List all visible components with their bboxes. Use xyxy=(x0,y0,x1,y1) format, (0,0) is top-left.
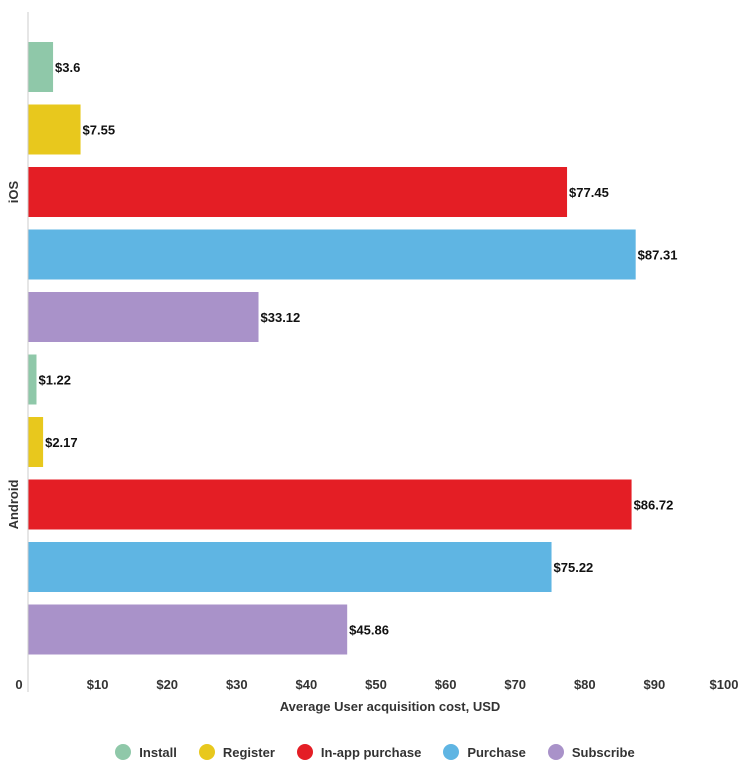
bar-android-register xyxy=(28,417,44,467)
bar-android-in-app-purchase xyxy=(28,479,632,530)
chart-legend: Install Register In-app purchase Purchase Su… xyxy=(0,740,750,764)
legend-label: Install xyxy=(139,744,177,760)
x-tick-label: $40 xyxy=(296,677,318,692)
value-labels-layer: $3.6 $7.55 $77.45 $87.31 $33.12 $1.22 $2.17 $86… xyxy=(38,60,677,638)
data-label: $2.17 xyxy=(45,435,78,450)
data-label: $75.22 xyxy=(554,560,594,575)
x-tick-label: $80 xyxy=(574,677,596,692)
data-label: $3.6 xyxy=(55,60,80,75)
legend-item-subscribe[interactable]: Subscribe xyxy=(547,744,635,760)
bar-ios-in-app-purchase xyxy=(28,167,568,217)
x-tick-label: $10 xyxy=(87,677,109,692)
legend-swatch-icon xyxy=(443,744,460,760)
group-label-android: Android xyxy=(6,480,21,530)
data-label: $45.86 xyxy=(349,623,389,638)
legend-swatch-icon xyxy=(547,744,564,760)
bar-ios-register xyxy=(28,104,81,155)
data-label: $77.45 xyxy=(569,185,609,200)
x-tick-label: $30 xyxy=(226,677,248,692)
x-tick-label: $50 xyxy=(365,677,387,692)
data-label: $1.22 xyxy=(38,373,71,388)
legend-item-in-app-purchase[interactable]: In-app purchase xyxy=(296,744,422,760)
bars-layer xyxy=(28,42,636,655)
legend-item-install[interactable]: Install xyxy=(115,744,177,760)
data-label: $33.12 xyxy=(261,310,301,325)
legend-label: Register xyxy=(222,744,275,760)
legend-item-purchase[interactable]: Purchase xyxy=(443,744,526,760)
bar-android-purchase xyxy=(28,542,552,592)
data-label: $87.31 xyxy=(638,248,678,263)
bar-android-subscribe xyxy=(28,604,348,655)
legend-swatch-icon xyxy=(296,744,313,760)
legend-label: Subscribe xyxy=(571,744,635,760)
x-tick-label: $90 xyxy=(644,677,666,692)
data-label: $86.72 xyxy=(634,498,674,513)
bar-ios-purchase xyxy=(28,229,636,280)
bar-chart: $3.6 $7.55 $77.45 $87.31 $33.12 $1.22 $2.17 $86… xyxy=(6,12,738,714)
group-label-ios: iOS xyxy=(6,180,21,203)
bar-ios-install xyxy=(28,42,54,92)
group-labels: iOS Android xyxy=(6,180,21,529)
x-tick-label: $100 xyxy=(710,677,739,692)
legend-label: Purchase xyxy=(467,744,526,760)
bar-android-install xyxy=(28,354,37,405)
legend-swatch-icon xyxy=(115,744,132,760)
legend-swatch-icon xyxy=(198,744,215,760)
legend-item-register[interactable]: Register xyxy=(198,744,275,760)
x-axis-title: Average User acquisition cost, USD xyxy=(280,699,501,714)
legend-label: In-app purchase xyxy=(320,744,422,760)
x-tick-label: 0 xyxy=(15,677,22,692)
x-tick-label: $60 xyxy=(435,677,457,692)
x-axis-ticks: 0 $10 $20 $30 $40 $50 $60 $70 $80 $90 $100 xyxy=(15,677,738,692)
x-tick-label: $20 xyxy=(156,677,178,692)
bar-ios-subscribe xyxy=(28,292,259,342)
x-tick-label: $70 xyxy=(504,677,526,692)
data-label: $7.55 xyxy=(83,123,116,138)
